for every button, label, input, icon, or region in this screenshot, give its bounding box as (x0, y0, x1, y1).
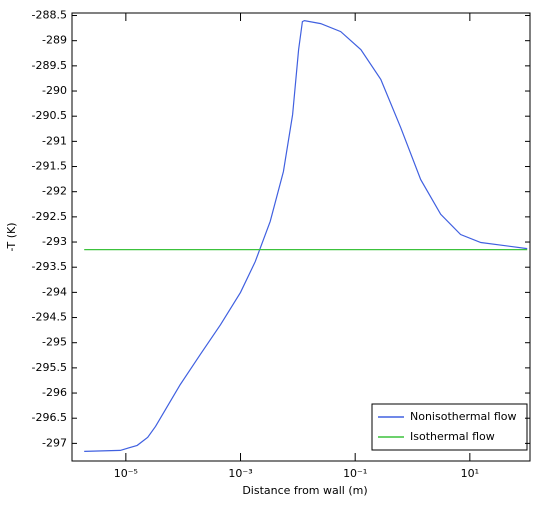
y-tick-label: -289.5 (32, 59, 67, 72)
y-tick-label: -295.5 (32, 361, 67, 374)
x-tick-label: 10⁻³ (228, 467, 252, 480)
y-tick-label: -297 (42, 436, 67, 449)
y-tick-label: -291 (42, 134, 67, 147)
x-tick-label: 10⁻⁵ (114, 467, 138, 480)
y-tick-label: -296 (42, 386, 67, 399)
y-tick-label: -295 (42, 336, 67, 349)
legend-label: Nonisothermal flow (410, 410, 517, 423)
legend-box (371, 403, 528, 451)
y-tick-label: -296.5 (32, 411, 67, 424)
y-tick-label: -292 (42, 185, 67, 198)
y-tick-label: -289 (42, 34, 67, 47)
legend (371, 403, 528, 451)
x-tick-label: 10¹ (461, 467, 479, 480)
legend-label: Isothermal flow (410, 430, 495, 443)
y-tick-label: -291.5 (32, 160, 67, 173)
x-tick-label: 10⁻¹ (343, 467, 367, 480)
y-tick-label: -290 (42, 84, 67, 97)
y-tick-label: -290.5 (32, 109, 67, 122)
y-tick-label: -292.5 (32, 210, 67, 223)
y-tick-label: -294.5 (32, 311, 67, 324)
y-tick-label: -293.5 (32, 260, 67, 273)
y-tick-label: -294 (42, 285, 67, 298)
y-axis-label: -T (K) (5, 223, 18, 252)
plot-frame (71, 12, 531, 462)
y-tick-label: -288.5 (32, 9, 67, 22)
y-tick-label: -293 (42, 235, 67, 248)
data-line (84, 19, 528, 452)
x-axis-label: Distance from wall (m) (242, 484, 367, 497)
